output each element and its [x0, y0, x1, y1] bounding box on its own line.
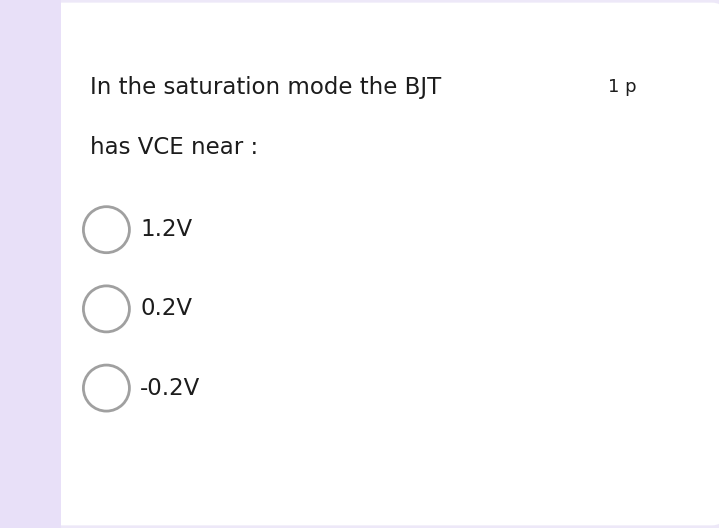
Text: has VCE near :: has VCE near :: [90, 136, 258, 159]
Bar: [0, 0, 61, 528]
Ellipse shape: [83, 286, 129, 332]
Text: 1 p: 1 p: [608, 78, 636, 96]
Text: 0.2V: 0.2V: [140, 297, 192, 320]
Ellipse shape: [83, 206, 129, 253]
Text: 1.2V: 1.2V: [140, 218, 192, 241]
Text: In the saturation mode the BJT: In the saturation mode the BJT: [90, 76, 441, 99]
FancyBboxPatch shape: [50, 3, 719, 525]
Text: -0.2V: -0.2V: [140, 376, 201, 400]
Ellipse shape: [83, 365, 129, 411]
